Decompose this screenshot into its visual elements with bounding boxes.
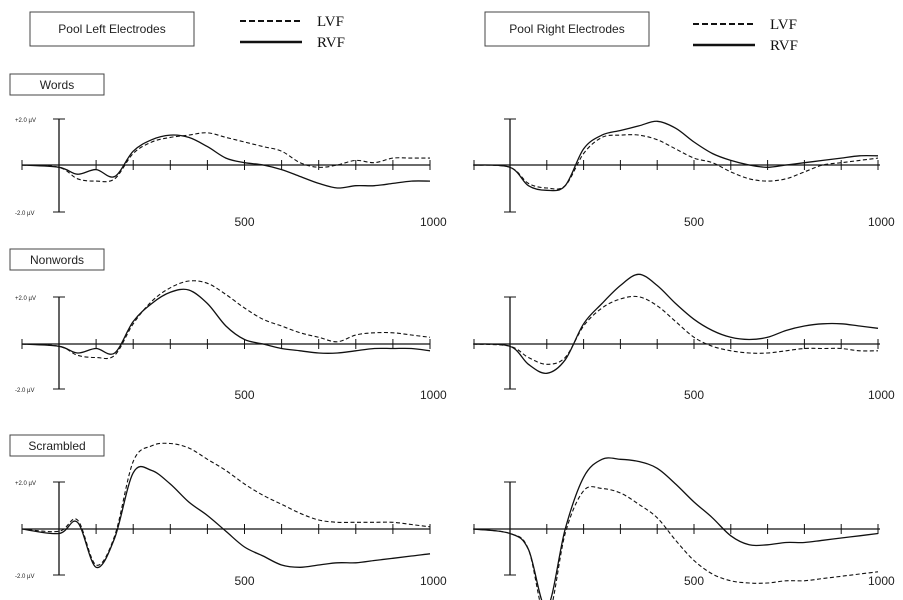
erp-panels: +2.0 µV -2.0 µV 500 1000 500 1000 +2.0 µV -2.0 …: [15, 118, 895, 600]
x-tick-label-1000: 1000: [420, 574, 447, 588]
y-amp-label-bottom: -2.0 µV: [15, 388, 34, 394]
erp-panel-words-left: +2.0 µV -2.0 µV 500 1000: [15, 118, 447, 229]
waveform-rvf: [473, 120, 879, 192]
legend-label-lvf: LVF: [770, 17, 797, 33]
waveform-lvf: [21, 442, 431, 566]
waveform-rvf: [21, 465, 431, 569]
x-tick-label-1000: 1000: [868, 215, 895, 229]
x-tick-label-1000: 1000: [868, 388, 895, 402]
x-tick-label-500: 500: [684, 574, 704, 588]
x-tick-label-1000: 1000: [868, 574, 895, 588]
erp-panel-words-right: 500 1000: [473, 118, 895, 229]
row-label-text: Scrambled: [28, 439, 85, 453]
waveform-lvf: [473, 134, 879, 190]
y-amp-label-bottom: -2.0 µV: [15, 211, 34, 217]
legend-right: LVF RVF: [693, 17, 798, 54]
waveform-lvf: [21, 280, 431, 360]
x-tick-label-1000: 1000: [420, 215, 447, 229]
y-amp-label-bottom: -2.0 µV: [15, 574, 34, 580]
y-amp-label-top: +2.0 µV: [15, 296, 36, 302]
erp-panel-nonwords-right: 500 1000: [473, 273, 895, 402]
column-title-right: Pool Right Electrodes: [509, 22, 624, 36]
waveform-rvf: [21, 134, 431, 189]
column-title-left: Pool Left Electrodes: [58, 22, 165, 36]
waveform-rvf: [473, 457, 879, 600]
erp-panel-nonwords-left: +2.0 µV -2.0 µV 500 1000: [15, 280, 447, 402]
y-amp-label-top: +2.0 µV: [15, 481, 36, 487]
erp-panel-scrambled-right: 500 1000: [473, 457, 895, 600]
row-label-words: Words: [9, 73, 105, 96]
x-tick-label-500: 500: [684, 215, 704, 229]
x-tick-label-500: 500: [234, 574, 254, 588]
waveform-lvf: [21, 132, 430, 183]
legend-left: LVF RVF: [240, 14, 345, 51]
waveform-rvf: [473, 273, 879, 374]
row-label-text: Words: [40, 78, 74, 92]
legend-label-rvf: RVF: [770, 38, 798, 54]
row-label-scrambled: Scrambled: [9, 434, 105, 457]
waveform-rvf: [21, 288, 431, 355]
row-label-text: Nonwords: [30, 253, 84, 267]
row-label-nonwords: Nonwords: [9, 248, 105, 271]
x-tick-label-500: 500: [684, 388, 704, 402]
erp-panel-scrambled-left: +2.0 µV -2.0 µV 500 1000: [15, 442, 447, 588]
legend-label-lvf: LVF: [317, 14, 344, 30]
waveform-lvf: [473, 486, 879, 600]
column-header-right: Pool Right Electrodes: [484, 11, 650, 47]
column-header-left: Pool Left Electrodes: [29, 11, 195, 47]
legend-label-rvf: RVF: [317, 35, 345, 51]
x-tick-label-500: 500: [234, 215, 254, 229]
x-tick-label-500: 500: [234, 388, 254, 402]
y-amp-label-top: +2.0 µV: [15, 118, 36, 124]
waveform-lvf: [473, 295, 879, 365]
x-tick-label-1000: 1000: [420, 388, 447, 402]
